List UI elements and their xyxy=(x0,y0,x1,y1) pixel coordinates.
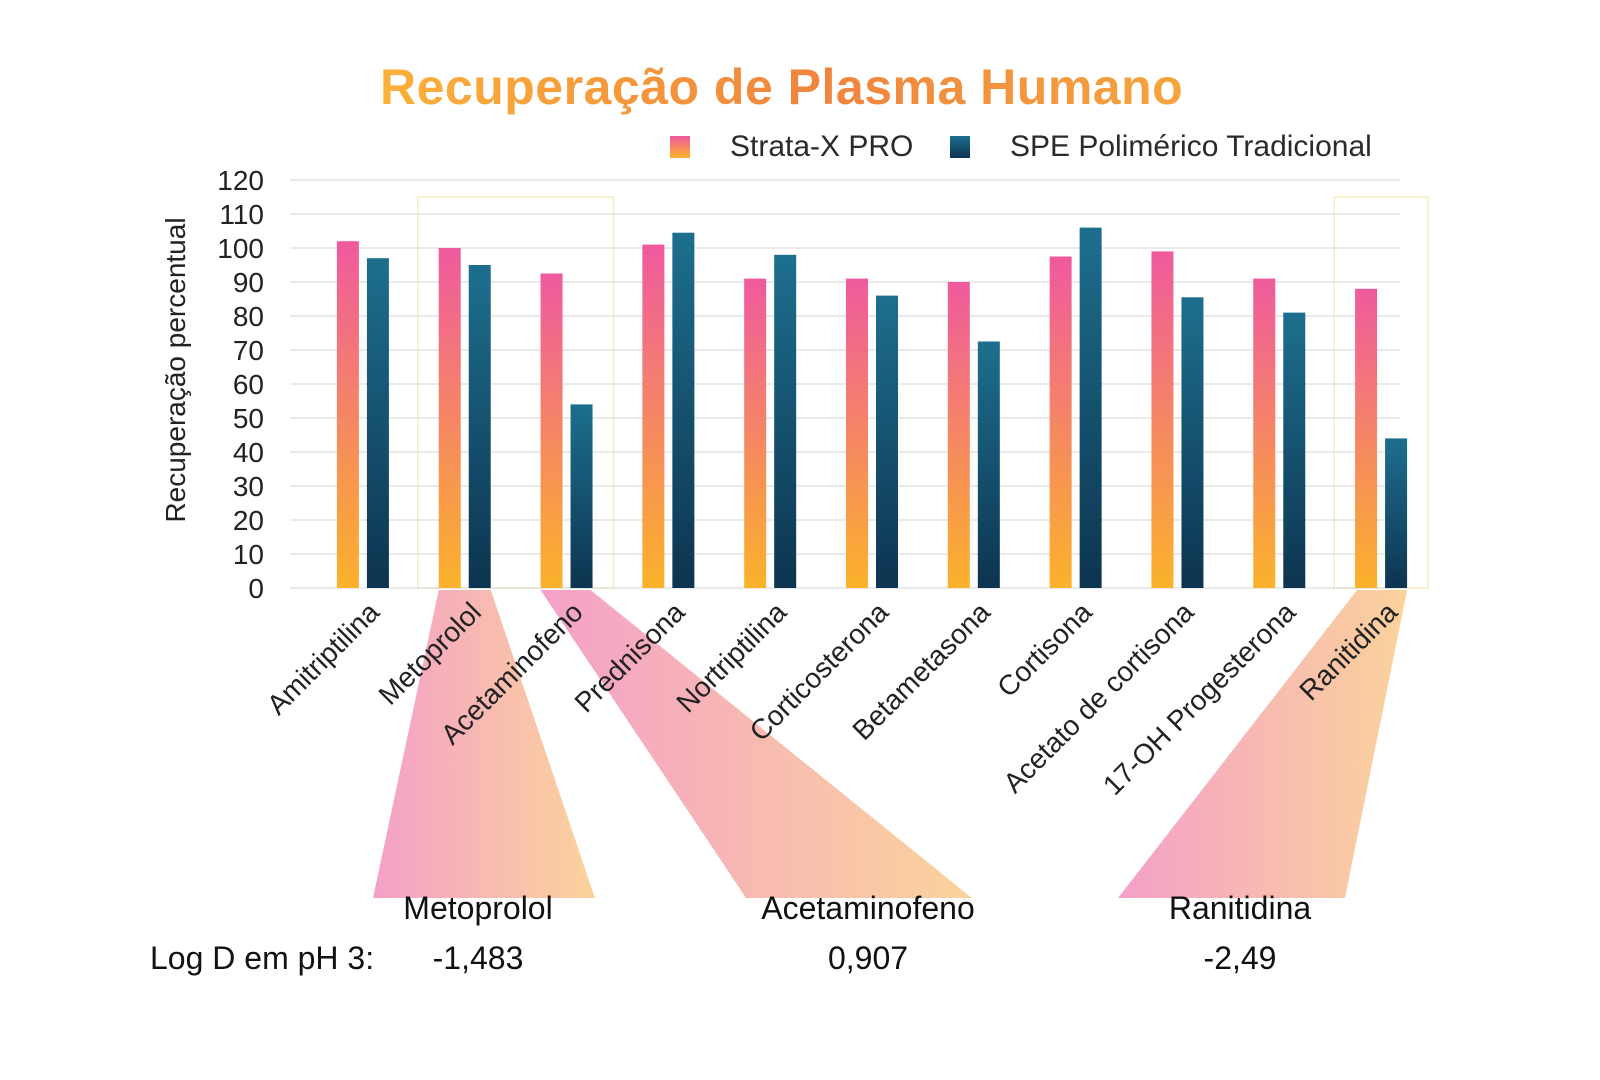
logd-name-metoprolol: Metoprolol xyxy=(403,890,553,926)
y-tick-label: 60 xyxy=(233,369,264,400)
bar-spe xyxy=(570,404,593,588)
logd-value-metoprolol: -1,483 xyxy=(432,940,524,976)
legend-item-strata: Strata-X PRO xyxy=(670,130,913,164)
logd-name-acetaminofeno: Acetaminofeno xyxy=(761,890,975,926)
bar-strata xyxy=(438,248,461,588)
callout-acetaminofeno xyxy=(540,590,972,898)
logd-label: Log D em pH 3: xyxy=(150,940,375,976)
bar-spe xyxy=(1385,438,1408,588)
bar-strata xyxy=(846,278,868,588)
y-tick-label: 10 xyxy=(233,539,264,570)
y-tick-label: 50 xyxy=(233,403,264,434)
bar-strata xyxy=(1049,256,1072,588)
legend-swatch-spe xyxy=(950,136,970,158)
bar-strata xyxy=(1355,288,1378,588)
y-tick-label: 30 xyxy=(233,471,264,502)
x-tick-label: Cortisona xyxy=(991,596,1098,703)
x-tick-label: Acetato de cortisona xyxy=(997,596,1200,799)
legend-swatch-strata xyxy=(670,136,690,158)
y-tick-label: 100 xyxy=(217,233,264,264)
bar-spe xyxy=(1181,297,1204,588)
legend-label-spe: SPE Polimérico Tradicional xyxy=(1010,130,1372,163)
y-tick-label: 90 xyxy=(233,267,264,298)
bar-spe xyxy=(366,258,389,588)
callout-ranitidina xyxy=(1118,590,1408,898)
bar-spe xyxy=(468,265,491,588)
bar-spe xyxy=(774,254,797,589)
y-tick-label: 20 xyxy=(233,505,264,536)
logd-value-ranitidina: -2,49 xyxy=(1203,940,1277,976)
y-tick-label: 80 xyxy=(233,301,264,332)
bar-strata xyxy=(642,244,665,588)
legend-item-spe: SPE Polimérico Tradicional xyxy=(950,130,1372,164)
bar-spe xyxy=(977,341,1000,588)
chart-title: Recuperação de Plasma Humano xyxy=(380,59,1184,115)
legend-label-strata: Strata-X PRO xyxy=(730,130,914,163)
logd-name-ranitidina: Ranitidina xyxy=(1168,890,1312,926)
y-tick-label: 110 xyxy=(219,199,264,230)
bar-strata xyxy=(1253,278,1276,588)
bar-strata xyxy=(947,282,970,588)
callout-metoprolol xyxy=(373,590,595,898)
bar-spe xyxy=(1283,312,1306,588)
bar-spe xyxy=(1079,227,1102,588)
bar-strata xyxy=(336,241,359,588)
x-tick-label: Amitriptilina xyxy=(261,596,386,721)
bar-strata xyxy=(744,278,767,588)
legend: Strata-X PRO SPE Polimérico Tradicional xyxy=(670,130,1410,170)
bar-strata xyxy=(1151,251,1174,588)
y-tick-label: 70 xyxy=(233,335,264,366)
logd-value-acetaminofeno: 0,907 xyxy=(827,940,909,976)
y-tick-label: 0 xyxy=(248,573,264,604)
highlight-box xyxy=(1333,196,1429,589)
bar-spe xyxy=(876,295,898,588)
y-tick-label: 120 xyxy=(217,165,264,196)
y-tick-label: 40 xyxy=(233,437,264,468)
bar-spe xyxy=(672,232,695,588)
bar-strata xyxy=(540,273,563,588)
